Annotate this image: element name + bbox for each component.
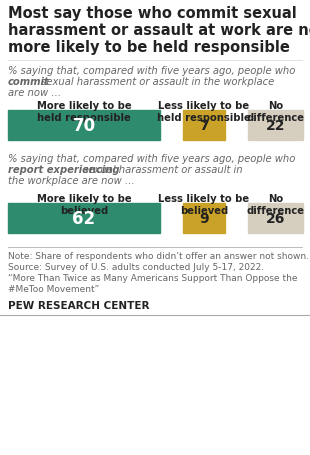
Text: sexual harassment or assault in: sexual harassment or assault in [80, 165, 243, 175]
Text: Less likely to be
believed: Less likely to be believed [158, 193, 250, 216]
Text: more likely to be held responsible: more likely to be held responsible [8, 40, 290, 55]
Text: 70: 70 [73, 117, 95, 135]
Text: More likely to be
held responsible: More likely to be held responsible [37, 101, 131, 123]
Text: No
difference: No difference [246, 193, 304, 216]
Text: report experiencing: report experiencing [8, 165, 119, 175]
Text: No
difference: No difference [246, 101, 304, 123]
Text: Note: Share of respondents who didn’t offer an answer not shown.: Note: Share of respondents who didn’t of… [8, 252, 309, 260]
Text: 26: 26 [266, 212, 285, 226]
Text: PEW RESEARCH CENTER: PEW RESEARCH CENTER [8, 300, 149, 310]
Text: sexual harassment or assault in the workplace: sexual harassment or assault in the work… [38, 77, 274, 87]
Text: Less likely to be
held responsible: Less likely to be held responsible [157, 101, 251, 123]
Text: are now …: are now … [8, 88, 61, 98]
Text: 22: 22 [266, 119, 285, 133]
Text: % saying that, compared with five years ago, people who: % saying that, compared with five years … [8, 66, 295, 76]
Text: the workplace are now …: the workplace are now … [8, 176, 135, 186]
Text: harassment or assault at work are now: harassment or assault at work are now [8, 23, 310, 38]
Text: Source: Survey of U.S. adults conducted July 5-17, 2022.: Source: Survey of U.S. adults conducted … [8, 263, 264, 271]
Text: Most say those who commit sexual: Most say those who commit sexual [8, 6, 297, 21]
Bar [248, 203, 303, 233]
Bar [183, 111, 225, 141]
Bar [248, 111, 303, 141]
Bar [8, 111, 160, 141]
Text: More likely to be
believed: More likely to be believed [37, 193, 131, 216]
Text: 62: 62 [73, 210, 95, 228]
Text: commit: commit [8, 77, 50, 87]
Text: 9: 9 [199, 212, 209, 226]
Bar [183, 203, 225, 233]
Text: “More Than Twice as Many Americans Support Than Oppose the: “More Than Twice as Many Americans Suppo… [8, 273, 298, 283]
Bar [8, 203, 160, 233]
Text: 7: 7 [199, 119, 209, 133]
Text: % saying that, compared with five years ago, people who: % saying that, compared with five years … [8, 154, 295, 164]
Text: #MeToo Movement”: #MeToo Movement” [8, 284, 99, 293]
